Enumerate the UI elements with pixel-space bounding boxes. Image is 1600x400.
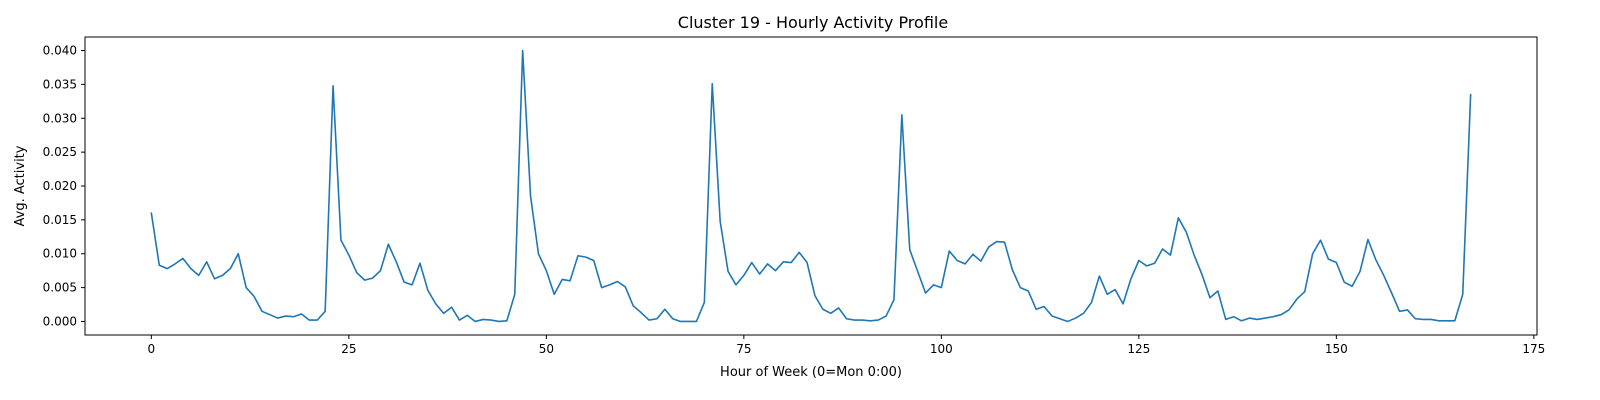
y-tick-label: 0.035 — [43, 77, 77, 91]
x-tick-label: 100 — [930, 342, 953, 356]
x-tick-label: 75 — [736, 342, 751, 356]
y-tick-label: 0.000 — [43, 314, 77, 328]
series-line-0 — [150, 49, 1472, 323]
y-tick-label: 0.015 — [43, 213, 77, 227]
x-tick-label: 150 — [1325, 342, 1348, 356]
x-axis-ticks: 0 25 50 75 100 125 150 175 — [148, 335, 1545, 356]
y-tick-label: 0.010 — [43, 247, 77, 261]
x-tick-label: 0 — [148, 342, 156, 356]
x-tick-label: 125 — [1127, 342, 1150, 356]
x-tick-label: 50 — [539, 342, 554, 356]
y-tick-label: 0.005 — [43, 281, 77, 295]
x-tick-label: 175 — [1522, 342, 1545, 356]
x-axis-label: Hour of Week (0=Mon 0:00) — [720, 365, 902, 380]
y-tick-label: 0.025 — [43, 145, 77, 159]
y-axis-label: Avg. Activity — [13, 145, 28, 226]
x-tick-label: 25 — [341, 342, 356, 356]
y-axis-ticks: 0.000 0.005 0.010 0.015 0.020 0.025 0.030 0.035… — [43, 44, 85, 328]
chart-title: Cluster 19 - Hourly Activity Profile — [678, 13, 948, 32]
y-tick-label: 0.020 — [43, 179, 77, 193]
y-tick-label: 0.030 — [43, 111, 77, 125]
y-tick-label: 0.040 — [43, 44, 77, 58]
plot-area — [150, 49, 1472, 323]
